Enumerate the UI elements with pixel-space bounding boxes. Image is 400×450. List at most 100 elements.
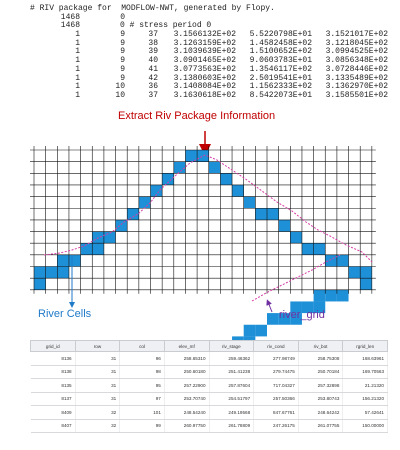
table-cell: 277.98749 [253, 351, 299, 366]
riv-file-value: 3.1218045E+02 [325, 38, 388, 48]
table-header-row: grid_id row col elev_mf riv_stage riv_cond riv… [30, 340, 388, 352]
riv-file-value: 9.0603783E+01 [249, 56, 312, 66]
riv-file-value: 1.4582458E+02 [249, 38, 312, 48]
riv-file-value: 1 [75, 47, 80, 57]
riv-file-row: 1 9 42 3.1380603E+02 2.5019541E+01 3.1335489E… [30, 73, 390, 84]
river-cell [267, 313, 279, 325]
extract-riv-package-label: Extract Riv Package Information [118, 110, 276, 122]
riv-file-value: 1 [75, 56, 80, 66]
table-cell: 156.21320 [342, 392, 388, 406]
riv-file-value: 3.1335489E+02 [325, 73, 388, 83]
table-cell: 8136 [30, 351, 76, 366]
table-row[interactable]: 8135 31 95 257.22900 257.87604 717.04327 257.3… [30, 378, 388, 393]
river-cell [34, 266, 46, 279]
river-cell [325, 289, 337, 302]
river-cell [57, 254, 69, 267]
river-cell [92, 231, 104, 244]
river-cell [127, 208, 139, 220]
table-row[interactable]: 8138 31 98 250.60180 251.41238 279.74475 250.7… [30, 365, 388, 379]
river-cell [232, 184, 244, 197]
riv-file-value: 9 [120, 47, 125, 57]
river-cell [278, 313, 291, 325]
table-cell: 32 [75, 405, 121, 420]
river-cell [185, 150, 198, 162]
table-cell: 97 [119, 392, 165, 406]
riv-file-value: 9 [120, 73, 125, 83]
column-header[interactable]: grid_id [30, 340, 76, 352]
riv-file-value: 3.1380603E+02 [173, 73, 236, 83]
table-row[interactable]: 8136 31 96 258.65310 259.46362 277.98749 258.7… [30, 351, 388, 366]
river-cell [162, 173, 174, 185]
riv-file-value: 3.0994525E+02 [325, 47, 388, 57]
table-cell: 261.07755 [298, 419, 344, 433]
riv-file-value: 1 [75, 82, 80, 92]
table-cell: 247.26175 [253, 419, 299, 433]
riv-file-value: 1 [75, 73, 80, 83]
table-cell: 254.51797 [209, 392, 255, 406]
table-cell: 261.78809 [209, 419, 255, 433]
riv-file-row: 1 9 40 3.0901465E+02 9.0603783E+01 3.0856348E… [30, 56, 390, 66]
river-cell [267, 208, 279, 220]
riv-file-header-line: # RIV package for MODFLOW-NWT, generated… [30, 4, 275, 13]
river-cell [150, 184, 163, 197]
column-header[interactable]: elev_mf [163, 340, 210, 352]
river-cell [301, 301, 314, 314]
riv-file-value: 9 [120, 56, 125, 66]
river-cell [336, 254, 349, 267]
riv-file-value: 3.1630618E+02 [173, 90, 236, 100]
riv-file-stress-period-line: 1468 0 # stress period 0 [30, 22, 390, 31]
riv-file-value: 9 [120, 38, 125, 48]
riv-file-value: 5.5220798E+01 [249, 30, 312, 40]
river-grid-attribute-table: grid_id row col elev_mf riv_stage riv_cond riv… [30, 340, 388, 433]
table-cell: 31 [75, 351, 121, 366]
column-header[interactable]: riv_cond [253, 340, 299, 352]
river-cell [255, 324, 267, 337]
table-cell: 8138 [30, 365, 76, 379]
table-cell: 258.75308 [298, 351, 344, 366]
riv-file-value: 42 [148, 73, 158, 83]
table-cell: 257.22900 [164, 378, 210, 393]
column-header[interactable]: col [119, 340, 165, 352]
river-cell [115, 219, 128, 232]
column-header[interactable]: row [74, 340, 121, 352]
riv-file-value: 1.3546117E+02 [249, 64, 312, 74]
table-row[interactable]: 8137 31 97 253.70740 254.51797 257.50366 253.8… [30, 392, 388, 406]
table-cell: 8409 [30, 405, 76, 420]
river-cell [336, 289, 349, 302]
river-cell [290, 231, 302, 244]
table-body: 8136 31 96 258.65310 259.46362 277.98749 258.7… [30, 351, 388, 433]
table-cell: 99 [119, 419, 165, 433]
table-row[interactable]: 8407 32 99 260.97750 261.78809 247.26175 261.0… [30, 419, 388, 433]
table-cell: 31 [75, 378, 121, 393]
riv-file-value: 9 [120, 30, 125, 40]
table-cell: 95 [119, 378, 165, 393]
riv-file-value: 1.1562333E+02 [249, 82, 312, 92]
column-header[interactable]: riv_bot [297, 340, 344, 352]
table-cell: 259.46362 [209, 351, 255, 366]
riv-file-value: 8.5422073E+01 [249, 90, 312, 100]
riv-file-count-line: 1468 0 [30, 13, 390, 23]
river-cell [290, 301, 302, 314]
river-cell [220, 173, 233, 185]
river-cell [313, 243, 326, 255]
river-cell [92, 243, 104, 255]
table-cell: 257.32898 [298, 378, 344, 393]
table-cell: 248.64242 [298, 405, 344, 420]
table-cell: 249.19568 [209, 405, 255, 420]
river-cell [313, 301, 326, 314]
river-grid-arrow [266, 299, 273, 313]
river-cell [138, 196, 151, 209]
table-row[interactable]: 8409 32 101 248.54240 249.19568 847.67761 248.… [30, 405, 388, 420]
riv-file-stress-period-comment: 0 # stress period 0 [120, 21, 212, 31]
table-cell: 8407 [30, 419, 76, 433]
riv-file-row: 1 9 41 3.0773563E+02 1.3546117E+02 3.0728446E… [30, 64, 390, 75]
column-header[interactable]: rgrid_len [342, 340, 388, 352]
riv-file-row: 1 10 36 3.1408084E+02 1.1562333E+02 3.1362970… [30, 82, 390, 92]
riv-file-row: 1 9 39 3.1039639E+02 1.5100652E+02 3.0994525E… [30, 48, 390, 57]
column-header[interactable]: riv_stage [208, 340, 255, 352]
river-cells-label: River Cells [38, 308, 92, 320]
table-cell: 21.21320 [342, 378, 388, 393]
table-cell: 32 [75, 419, 121, 433]
river-cell [360, 266, 372, 279]
table-cell: 847.67761 [253, 405, 299, 420]
